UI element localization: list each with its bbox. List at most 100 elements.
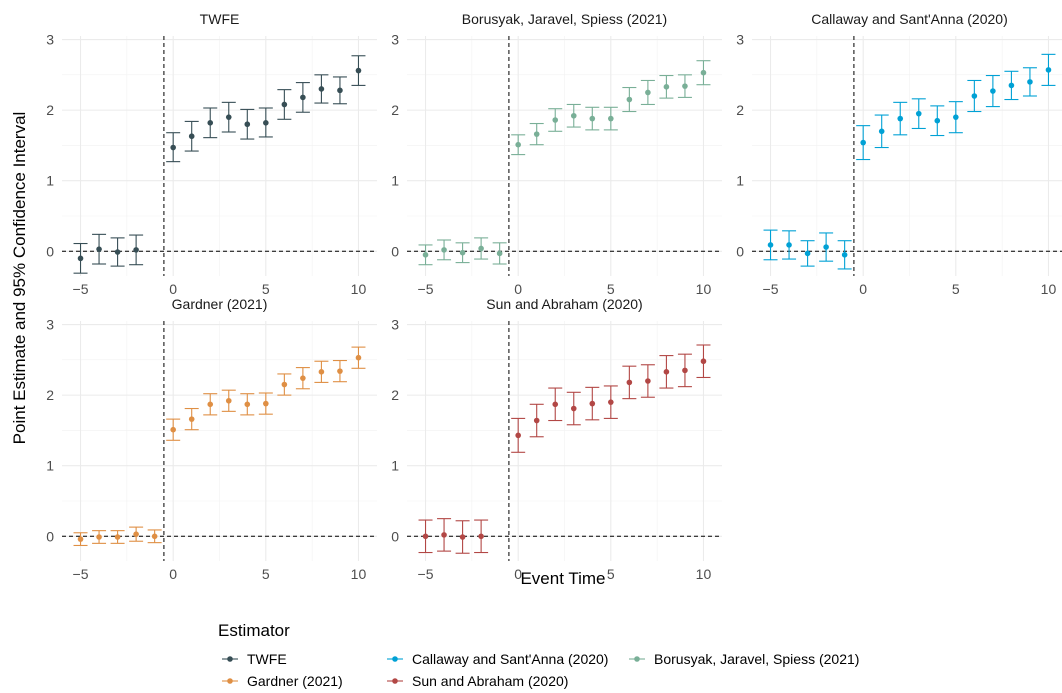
data-point: [663, 369, 670, 375]
data-point: [114, 249, 121, 255]
x-axis-title: Event Time: [520, 569, 605, 588]
data-point: [263, 400, 269, 407]
data-point: [934, 117, 941, 124]
data-point: [552, 117, 559, 123]
legend-item: Borusyak, Jaravel, Spiess (2021): [629, 651, 859, 667]
legend-title: Estimator: [218, 621, 290, 640]
legend-label: Borusyak, Jaravel, Spiess (2021): [654, 651, 859, 667]
data-point: [971, 93, 978, 99]
data-point: [170, 426, 176, 433]
y-tick-label: 2: [46, 387, 54, 403]
data-point: [77, 255, 84, 262]
facet-panel: TWFE −5 0 5 10 0 1 2 3: [46, 11, 377, 297]
data-point: [337, 368, 343, 374]
data-point: [823, 244, 829, 250]
data-point: [552, 401, 559, 408]
data-point: [422, 533, 429, 540]
x-tick-label: 0: [169, 566, 177, 582]
legend-label: Gardner (2021): [247, 673, 343, 689]
data-point: [515, 432, 521, 439]
y-tick-label: 0: [736, 243, 744, 259]
data-point: [645, 89, 651, 96]
y-tick-label: 1: [391, 173, 399, 189]
data-point: [589, 400, 596, 407]
data-point: [1027, 79, 1033, 85]
data-point: [841, 252, 848, 258]
data-point: [318, 369, 325, 375]
data-point: [300, 94, 306, 101]
data-point: [533, 417, 540, 424]
data-point: [422, 252, 429, 258]
x-tick-label: 10: [351, 281, 367, 297]
y-tick-label: 1: [391, 458, 399, 474]
legend-item: Gardner (2021): [222, 673, 343, 689]
data-point: [133, 247, 139, 253]
data-point: [682, 83, 688, 89]
data-point: [244, 401, 251, 408]
data-point: [1045, 67, 1052, 73]
x-tick-label: 10: [696, 281, 712, 297]
data-point: [207, 120, 214, 126]
x-tick-label: 5: [262, 281, 270, 297]
data-point: [663, 84, 670, 90]
facet-title: Gardner (2021): [172, 296, 268, 312]
data-point: [77, 536, 84, 542]
data-point: [207, 401, 214, 408]
y-tick-label: 1: [46, 173, 54, 189]
data-point: [953, 114, 959, 120]
data-point: [441, 532, 447, 538]
legend-item: TWFE: [222, 651, 287, 667]
legend-item: Callaway and Sant'Anna (2020): [387, 651, 608, 667]
data-point: [645, 378, 651, 384]
x-tick-label: −5: [418, 566, 434, 582]
x-tick-label: 10: [1041, 281, 1057, 297]
data-point: [878, 128, 885, 135]
data-point: [515, 141, 521, 148]
data-point: [188, 416, 195, 422]
y-tick-label: 2: [391, 387, 399, 403]
data-point: [767, 242, 774, 248]
x-tick-label: 5: [952, 281, 960, 297]
data-point: [225, 397, 232, 404]
legend-key-point: [227, 678, 233, 684]
data-point: [459, 534, 466, 540]
data-point: [188, 133, 195, 140]
data-point: [990, 88, 996, 94]
y-axis-title: Point Estimate and 95% Confidence Interv…: [10, 112, 29, 445]
data-point: [804, 250, 811, 257]
data-point: [786, 242, 792, 248]
x-tick-label: 0: [514, 566, 522, 582]
data-point: [700, 69, 707, 76]
data-point: [570, 112, 577, 119]
data-point: [337, 87, 343, 94]
y-tick-label: 1: [46, 458, 54, 474]
y-tick-label: 2: [736, 102, 744, 118]
data-point: [570, 405, 577, 412]
facet-title: Borusyak, Jaravel, Spiess (2021): [462, 11, 667, 27]
data-point: [300, 375, 306, 381]
x-tick-label: 0: [859, 281, 867, 297]
x-tick-label: 0: [169, 281, 177, 297]
data-point: [533, 131, 540, 137]
x-tick-label: −5: [763, 281, 779, 297]
data-point: [355, 354, 362, 361]
y-tick-label: 0: [46, 243, 54, 259]
legend-key-point: [392, 656, 398, 662]
data-point: [915, 110, 922, 117]
data-point: [318, 86, 325, 92]
x-tick-label: 10: [351, 566, 367, 582]
legend-item: Sun and Abraham (2020): [387, 673, 568, 689]
data-point: [860, 139, 866, 146]
data-point: [700, 358, 707, 365]
data-point: [1008, 82, 1015, 89]
legend: Estimator TWFE Callaway and Sant'Anna (202…: [218, 621, 859, 689]
x-tick-label: −5: [418, 281, 434, 297]
facet-panel: Borusyak, Jaravel, Spiess (2021) −5 0 5 10 0 1…: [391, 11, 722, 297]
data-point: [244, 121, 251, 128]
facet-title: TWFE: [200, 11, 240, 27]
legend-key-point: [392, 678, 398, 684]
data-point: [608, 115, 614, 122]
data-point: [478, 245, 484, 252]
x-tick-label: 5: [607, 281, 615, 297]
legend-label: TWFE: [247, 651, 287, 667]
